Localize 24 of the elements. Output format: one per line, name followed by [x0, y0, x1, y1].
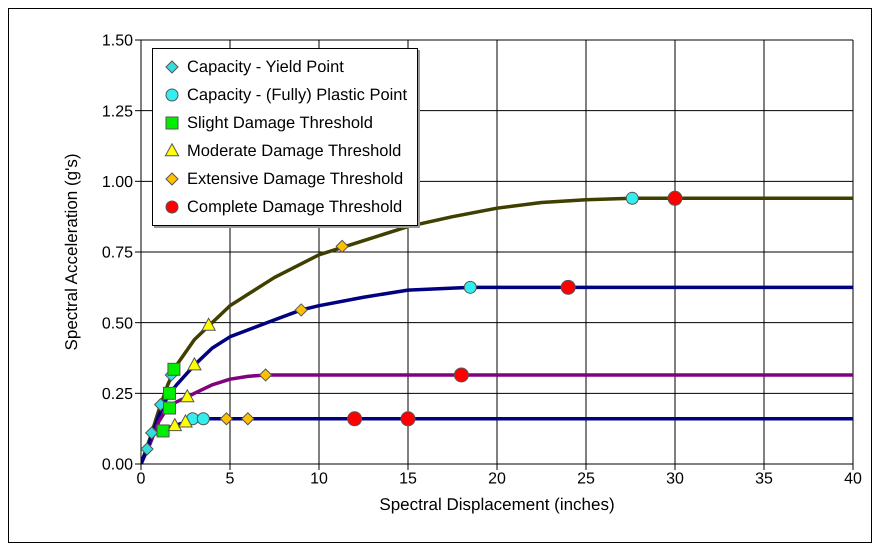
x-axis-title: Spectral Displacement (inches)	[379, 495, 615, 514]
x-tick-label: 35	[755, 470, 773, 488]
y-tick-label: 0.25	[102, 386, 134, 404]
legend-label: Extensive Damage Threshold	[187, 170, 404, 188]
x-tick-label: 10	[310, 470, 328, 488]
x-tick-label: 0	[136, 470, 146, 488]
x-tick-label: 30	[666, 470, 684, 488]
y-tick-label: 1.50	[102, 32, 134, 50]
x-tick-label: 15	[399, 470, 417, 488]
legend-label: Capacity - Yield Point	[187, 58, 344, 76]
legend-label: Complete Damage Threshold	[187, 198, 402, 216]
y-tick-label: 0.00	[102, 456, 134, 474]
legend-label: Capacity - (Fully) Plastic Point	[187, 86, 408, 104]
y-axis-title: Spectral Acceleration (g's)	[62, 154, 82, 350]
x-tick-label: 20	[488, 470, 506, 488]
y-tick-label: 1.25	[102, 103, 134, 120]
legend-label: Moderate Damage Threshold	[187, 142, 402, 160]
y-tick-label: 0.50	[102, 315, 134, 332]
x-tick-label: 40	[844, 470, 862, 488]
y-tick-label: 1.00	[102, 174, 134, 192]
x-tick-label: 25	[577, 470, 595, 488]
legend-label: Slight Damage Threshold	[187, 114, 373, 132]
x-tick-label: 5	[226, 470, 235, 488]
y-tick-label: 0.75	[102, 244, 134, 262]
